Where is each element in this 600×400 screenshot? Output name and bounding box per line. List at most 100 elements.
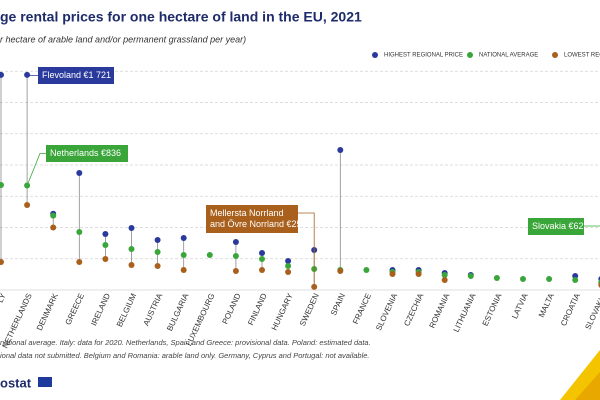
dot <box>363 267 370 273</box>
dot <box>259 267 265 273</box>
dot <box>441 272 448 278</box>
dot <box>285 258 292 264</box>
x-tick: GREECE <box>64 292 86 326</box>
x-tick: AUSTRIA <box>142 291 165 327</box>
decoration <box>575 372 600 400</box>
x-tick: LATVIA <box>510 291 530 320</box>
x-tick: CZECHIA <box>402 291 425 327</box>
dot <box>259 250 265 256</box>
dot <box>180 252 187 258</box>
x-tick-label: LITHUANIA <box>452 291 478 333</box>
legend-label: HIGHEST REGIONAL PRICE <box>384 53 463 59</box>
x-tick: SLOVENIA <box>374 291 399 332</box>
x-tick-label: FINLAND <box>246 292 269 327</box>
x-tick-label: HUNGARY <box>270 291 295 332</box>
dot <box>102 242 109 248</box>
x-tick: SWEDEN <box>298 292 321 328</box>
dot <box>50 212 57 219</box>
dot <box>337 268 344 274</box>
dot <box>232 239 239 245</box>
x-tick-label: SPAIN <box>329 292 347 317</box>
callout-text: Slovakia €62 <box>532 221 584 231</box>
x-tick-label: CZECHIA <box>402 291 425 327</box>
callout-line <box>584 225 600 227</box>
legend-label: NATIONAL AVERAGE <box>479 53 538 59</box>
dot <box>180 267 187 273</box>
legend-label: LOWEST REGI <box>564 53 600 59</box>
x-tick-label: GREECE <box>64 292 86 326</box>
dot <box>337 147 344 153</box>
dot <box>572 277 579 283</box>
dot <box>154 249 161 255</box>
callout-text: Mellersta Norrland <box>210 208 284 218</box>
x-tick: SPAIN <box>329 292 347 317</box>
x-tick: ESTONIA <box>481 291 504 327</box>
x-tick-label: IRELAND <box>89 292 112 327</box>
x-tick: MALTA <box>537 291 556 319</box>
x-tick-label: ESTONIA <box>481 291 504 327</box>
legend-swatch <box>552 52 558 58</box>
x-tick: POLAND <box>221 292 243 326</box>
dot <box>180 235 187 241</box>
x-tick-label: ROMANIA <box>427 291 451 329</box>
x-tick-label: LATVIA <box>510 291 530 320</box>
chart-title: ge rental prices for one hectare of land… <box>0 9 362 25</box>
dot <box>206 252 213 258</box>
x-tick-label: POLAND <box>221 292 243 326</box>
legend-swatch <box>372 52 378 58</box>
x-tick-label: LY <box>0 291 8 304</box>
dot <box>24 202 31 208</box>
dot <box>154 263 161 269</box>
dot <box>389 271 396 277</box>
x-tick-label: AUSTRIA <box>142 291 165 327</box>
source-logo: ostat <box>0 375 32 390</box>
dot <box>546 276 553 282</box>
callout-box <box>46 145 128 162</box>
x-tick: LITHUANIA <box>452 291 478 333</box>
x-tick-label: SLOVAKIA <box>583 291 600 331</box>
x-tick: ROMANIA <box>427 291 451 329</box>
legend-swatch <box>467 52 473 58</box>
dot <box>76 229 83 235</box>
dot <box>415 271 422 277</box>
dot <box>0 182 4 188</box>
dot <box>520 276 526 282</box>
dot <box>0 71 4 78</box>
chart-subtitle: r hectare of arable land and/or permanen… <box>0 34 246 44</box>
callout-box <box>206 205 298 233</box>
dot <box>128 262 135 268</box>
dot <box>102 256 109 262</box>
x-tick: FRANCE <box>351 292 373 326</box>
dot <box>76 259 83 265</box>
x-tick-label: MALTA <box>537 291 556 319</box>
callout-line <box>298 212 315 287</box>
x-tick-label: SLOVENIA <box>374 291 399 332</box>
dot <box>128 246 135 252</box>
callout-text: and Övre Norrland €25 <box>210 219 302 229</box>
callout-line <box>27 74 38 76</box>
x-tick-label: BELGIUM <box>115 292 139 329</box>
x-tick-label: CROATIA <box>559 291 582 327</box>
x-tick-label: BULGARIA <box>165 291 191 332</box>
dot <box>259 256 265 262</box>
callout-box <box>38 67 114 84</box>
callout-box <box>528 218 584 235</box>
dot <box>76 170 83 176</box>
x-tick: FINLAND <box>246 292 269 327</box>
dot <box>50 224 57 231</box>
dot <box>285 263 292 269</box>
dot <box>102 231 109 237</box>
x-tick: HUNGARY <box>270 291 295 332</box>
callout-line <box>26 153 46 186</box>
dot <box>232 253 239 259</box>
dot <box>493 275 500 281</box>
dot <box>285 269 292 275</box>
x-tick-label: FRANCE <box>351 292 373 326</box>
dot <box>441 277 448 283</box>
x-tick-label: SWEDEN <box>298 292 321 328</box>
x-tick: IRELAND <box>89 292 112 327</box>
dot <box>0 259 4 265</box>
note: ional data not submitted. Belgium and Ro… <box>0 351 370 360</box>
dot <box>128 225 135 231</box>
